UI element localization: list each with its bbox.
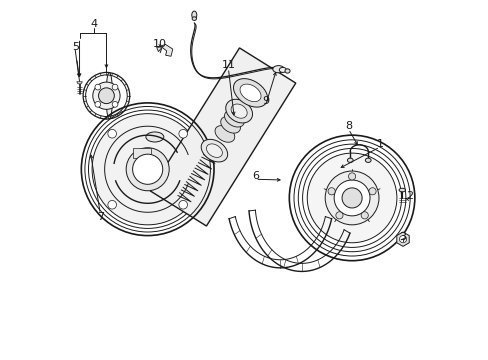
Circle shape [95,84,101,90]
Circle shape [348,173,355,180]
Polygon shape [156,44,172,56]
Circle shape [108,130,116,138]
Text: 1: 1 [376,139,383,149]
Ellipse shape [106,72,112,119]
Circle shape [88,110,206,228]
Ellipse shape [192,17,196,21]
Circle shape [95,102,101,107]
Text: 3: 3 [399,232,406,242]
Ellipse shape [285,69,289,73]
Polygon shape [133,148,151,158]
Circle shape [335,212,342,219]
Polygon shape [220,117,240,133]
Text: 10: 10 [153,39,167,49]
Text: 7: 7 [97,212,103,221]
Polygon shape [201,139,227,162]
Circle shape [93,82,120,109]
Circle shape [99,88,114,104]
Polygon shape [231,104,247,118]
Circle shape [361,212,367,219]
Circle shape [112,102,118,107]
Ellipse shape [145,132,163,142]
Circle shape [108,201,116,209]
Text: 5: 5 [72,42,79,52]
Text: 11: 11 [221,60,235,70]
Text: 4: 4 [90,19,97,29]
Circle shape [327,188,334,195]
Ellipse shape [279,67,286,72]
Ellipse shape [191,11,196,19]
Text: 9: 9 [262,96,269,106]
Ellipse shape [365,158,370,162]
Circle shape [92,114,203,225]
Circle shape [132,154,163,184]
Ellipse shape [272,66,284,73]
Text: 8: 8 [344,121,351,131]
Polygon shape [396,232,408,246]
Circle shape [112,84,118,90]
Polygon shape [233,78,267,107]
Ellipse shape [398,188,405,192]
Circle shape [399,235,406,243]
Circle shape [179,130,187,138]
Circle shape [306,153,396,243]
Text: 6: 6 [251,171,258,181]
Circle shape [325,171,378,225]
Polygon shape [224,111,244,127]
Polygon shape [215,126,234,142]
Polygon shape [240,84,261,102]
Circle shape [126,148,169,191]
Text: 2: 2 [405,191,412,201]
Circle shape [333,180,369,216]
Polygon shape [77,82,82,84]
Circle shape [341,188,362,208]
Circle shape [179,201,187,209]
Polygon shape [150,48,295,226]
Circle shape [368,188,375,195]
Ellipse shape [346,158,352,162]
Polygon shape [225,99,252,123]
Polygon shape [206,144,222,157]
